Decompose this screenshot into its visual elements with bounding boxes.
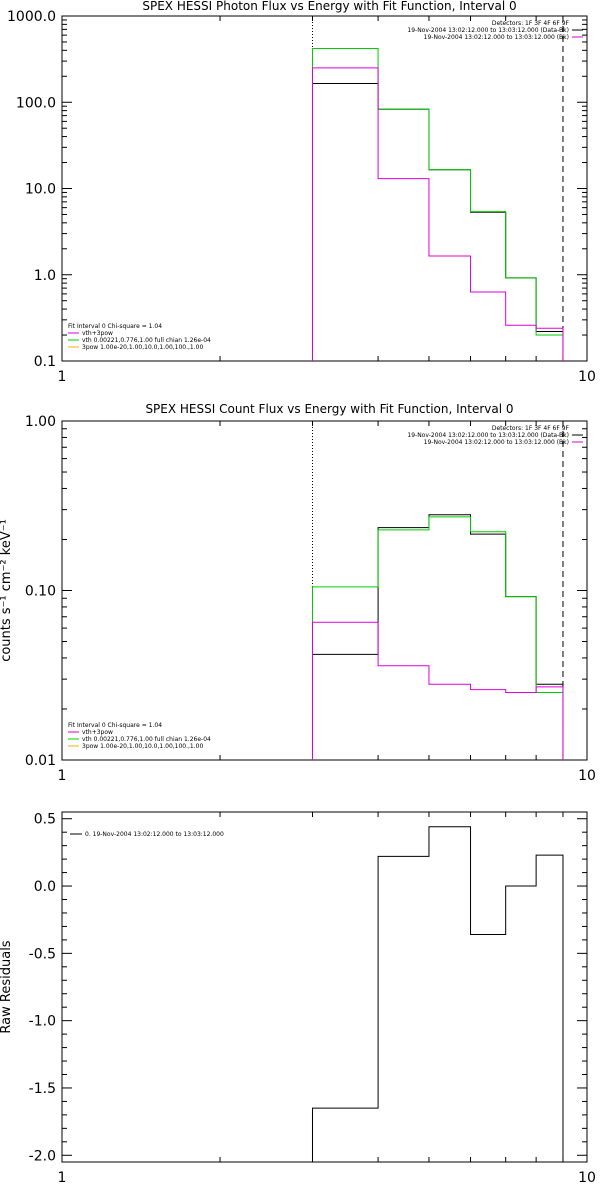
y-tick-label: 0.01 [25, 753, 56, 769]
legend-entry: 3pow 1.00e-20,1.00,10.0,1.00,100.,1.00 [82, 743, 203, 750]
count-flux-panel: SPEX HESSI Count Flux vs Energy with Fit… [0, 402, 596, 784]
series-vth-line [311, 516, 564, 760]
legend-entry: vth+3pow [82, 729, 113, 736]
y-tick-label: 0.1 [34, 354, 56, 370]
x-tick-label: 1 [58, 768, 67, 784]
detectors-label: Detectors: 1F 3F 4F 6F 9F [492, 20, 570, 27]
x-tick-label: 1 [58, 369, 67, 385]
y-tick-label: 1.0 [34, 268, 56, 284]
legend-header: Fit Interval 0 Chi-square = 1.04 [68, 722, 162, 729]
series-vth-3pow-line [311, 82, 564, 361]
legend-entry: 19-Nov-2004 13:02:12.000 to 13:03:12.000… [407, 432, 569, 439]
series-vth-line [311, 47, 564, 361]
y-tick-label: 1000.0 [7, 9, 56, 25]
legend-entry: 0. 19-Nov-2004 13:02:12.000 to 13:03:12.… [85, 831, 224, 838]
y-tick-label: 10.0 [25, 182, 56, 198]
y-tick-label: -1.0 [29, 1014, 56, 1030]
series-vth-3pow-line [311, 514, 564, 760]
plot-frame [61, 811, 588, 1163]
y-tick-label: -1.5 [29, 1081, 56, 1097]
series-19-nov-2004-line [311, 67, 564, 361]
plot-frame [61, 420, 588, 761]
series-19-nov-2004-line [311, 621, 564, 760]
x-tick-label: 10 [578, 768, 596, 784]
y-tick-label: 0.5 [34, 812, 56, 828]
y-axis-label: counts s⁻¹ cm⁻² keV⁻¹ [0, 519, 14, 662]
chart-title: SPEX HESSI Count Flux vs Energy with Fit… [145, 402, 513, 416]
x-tick-label: 10 [578, 369, 596, 385]
legend-entry: vth+3pow [82, 330, 113, 337]
y-tick-label: 1.00 [25, 414, 56, 430]
legend-entry: vth 0.00221,0.776,1.00 full chian 1.26e-… [82, 337, 211, 344]
y-tick-label: 0.0 [34, 879, 56, 895]
y-tick-label: 0.10 [25, 584, 56, 600]
legend-entry: 19-Nov-2004 13:02:12.000 to 13:03:12.000… [407, 27, 569, 34]
series-0--line [311, 826, 564, 1162]
photon-flux-panel: SPEX HESSI Photon Flux vs Energy with Fi… [7, 0, 596, 385]
legend-entry: vth 0.00221,0.776,1.00 full chian 1.26e-… [82, 736, 211, 743]
x-tick-label: 1 [58, 1170, 67, 1186]
residuals-panel: Raw Residuals 1 10 0.5 0.0 -0.5 -1.0 -1.5 -2.0 0.… [0, 811, 596, 1186]
y-tick-label: 100.0 [16, 95, 56, 111]
y-axis-label: Raw Residuals [0, 940, 14, 1033]
legend-header: Fit Interval 0 Chi-square = 1.04 [68, 323, 162, 330]
y-tick-label: -0.5 [29, 946, 56, 962]
legend-entry: 3pow 1.00e-20,1.00,10.0,1.00,100.,1.00 [82, 344, 203, 351]
chart-title: SPEX HESSI Photon Flux vs Energy with Fi… [142, 0, 516, 13]
legend-entry: 19-Nov-2004 13:02:12.000 to 13:03:12.000… [424, 439, 569, 446]
legend-entry: 19-Nov-2004 13:02:12.000 to 13:03:12.000… [424, 34, 569, 41]
detectors-label: Detectors: 1F 3F 4F 6F 9F [492, 425, 570, 432]
y-tick-label: -2.0 [29, 1148, 56, 1164]
x-tick-label: 10 [578, 1170, 596, 1186]
